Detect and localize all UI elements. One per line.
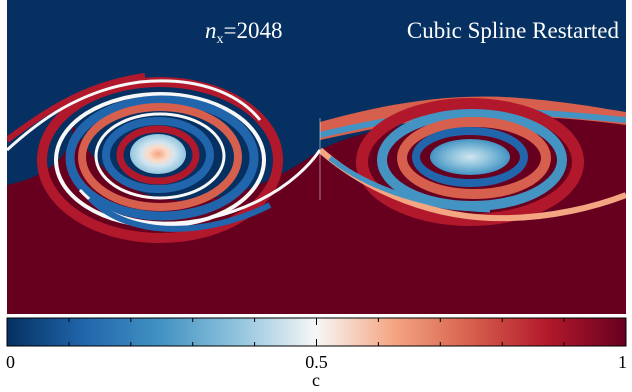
- method-annotation: Cubic Spline Restarted: [407, 18, 620, 43]
- right-vortex-band-3: [397, 117, 551, 199]
- right-vortex-outer-band: [356, 98, 584, 226]
- right-vortex-band-4: [412, 127, 528, 187]
- colorbar: 0 0.5 1 c: [6, 317, 627, 390]
- colorbar-tick-label: 1: [618, 352, 627, 372]
- left-vortex-core: [130, 134, 186, 174]
- left-vortex-band-4: [78, 103, 242, 211]
- colorbar-tick-labels: 0 0.5 1: [6, 352, 627, 372]
- left-vortex-band-6: [102, 117, 214, 193]
- colorbar-label: c: [312, 370, 320, 390]
- resolution-var: n: [205, 18, 217, 43]
- right-vortex-core: [430, 139, 510, 175]
- left-vortex-band-3: [65, 95, 259, 221]
- concentration-field: [7, 0, 626, 314]
- resolution-value: =2048: [224, 18, 283, 43]
- left-vortex-band-7: [116, 125, 200, 185]
- resolution-annotation: nx=2048: [205, 18, 282, 47]
- colorbar-tick-label: 0.5: [305, 352, 328, 372]
- right-vortex-band-2: [377, 109, 567, 211]
- resolution-subscript: x: [217, 32, 224, 47]
- right-shear-layer-top: [320, 96, 626, 140]
- left-braid-upper-arm-red: [7, 73, 146, 143]
- right-vortex-diffused: [320, 96, 626, 226]
- right-shear-layer-bottom-blue: [328, 156, 491, 213]
- left-vortex-band-5: [94, 112, 226, 200]
- left-braid-upper-arm: [7, 79, 262, 152]
- colorbar-ticks: [6, 318, 627, 346]
- left-braid-lower-arm-blue: [87, 195, 272, 232]
- colorbar-tick-label: 0: [6, 352, 15, 372]
- left-vortex-rollup: [7, 73, 320, 243]
